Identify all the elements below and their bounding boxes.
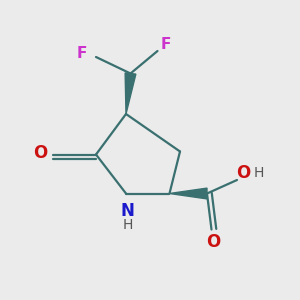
Polygon shape — [169, 188, 207, 199]
Text: H: H — [254, 167, 264, 180]
Text: F: F — [161, 37, 171, 52]
Text: O: O — [33, 144, 48, 162]
Text: H: H — [122, 218, 133, 232]
Text: O: O — [236, 164, 250, 181]
Text: N: N — [121, 202, 134, 220]
Polygon shape — [125, 73, 136, 114]
Text: O: O — [206, 233, 220, 251]
Text: F: F — [76, 46, 87, 61]
